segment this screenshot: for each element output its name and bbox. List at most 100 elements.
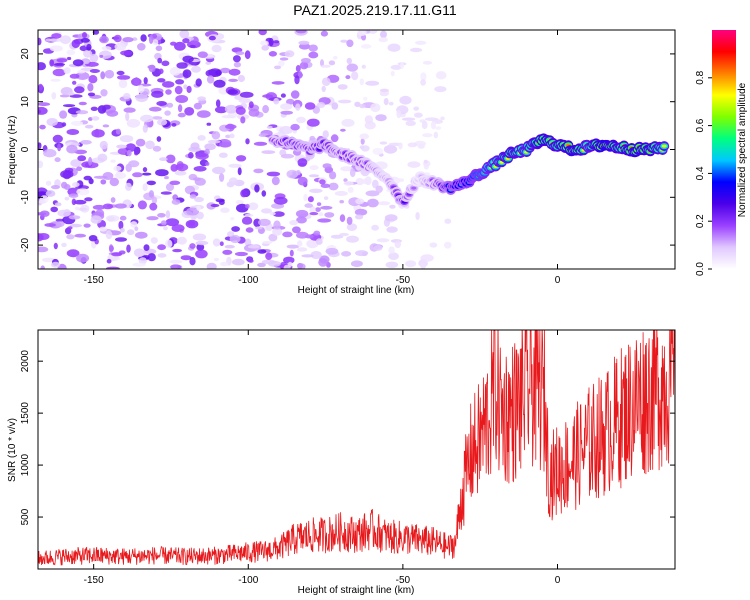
spectrogram-cell bbox=[334, 191, 348, 196]
spectrogram-cell bbox=[82, 31, 87, 39]
spectrogram-cell bbox=[133, 77, 139, 86]
spectrogram-cell bbox=[284, 50, 295, 58]
spectrogram-cell bbox=[339, 232, 349, 237]
spectrogram-cell bbox=[148, 64, 156, 73]
spectrogram-cell bbox=[87, 83, 94, 92]
spectrogram-cell bbox=[84, 197, 93, 202]
spectrogram-cell bbox=[189, 194, 197, 199]
colorbar: 0.0 0.2 0.4 0.6 0.8 Normalized spectral ampl… bbox=[695, 30, 748, 276]
spectrogram-cell bbox=[165, 183, 175, 192]
spectrogram-cell bbox=[50, 206, 58, 213]
spectrogram-cell bbox=[73, 199, 87, 205]
spectrogram-cell bbox=[315, 207, 321, 213]
spectrogram-cell bbox=[99, 54, 104, 58]
spectrogram-cell bbox=[420, 79, 426, 86]
spectrogram-cell bbox=[193, 166, 207, 172]
spectrogram-cell bbox=[247, 259, 254, 263]
snr-y-label: SNR (10 * v/v) bbox=[7, 418, 18, 482]
spectrogram-cell bbox=[388, 252, 399, 260]
spectrogram-cell bbox=[76, 166, 83, 171]
spectrogram-cell bbox=[313, 230, 321, 236]
spectrogram-cell bbox=[435, 126, 442, 130]
y-tick-label: 20 bbox=[20, 48, 31, 60]
spectrogram-cell bbox=[101, 46, 112, 51]
spectrogram-cell bbox=[328, 182, 339, 191]
spectrogram-cell bbox=[197, 135, 206, 141]
colorbar-tick-label: 0.2 bbox=[695, 214, 706, 228]
spectrogram-cell bbox=[166, 102, 174, 108]
spectrogram-cell bbox=[113, 34, 122, 43]
spectrogram-cell bbox=[51, 261, 61, 268]
spectrogram-cell bbox=[299, 61, 309, 70]
spectrogram-cell bbox=[60, 170, 74, 179]
spectrogram-cell bbox=[148, 190, 154, 198]
spectrogram-cell bbox=[114, 172, 127, 180]
spectrogram-cell bbox=[88, 117, 93, 121]
spectrogram-cell bbox=[363, 96, 368, 101]
spectrogram-cell bbox=[421, 120, 428, 130]
spectrogram-cell bbox=[169, 259, 183, 264]
spectrogram-cell bbox=[398, 142, 403, 150]
spectrogram-cell bbox=[76, 188, 90, 196]
spectrogram-cell bbox=[355, 214, 364, 220]
spectrogram-cell bbox=[123, 93, 131, 100]
spectrogram-cell bbox=[231, 258, 245, 266]
spectrogram-ridge-core bbox=[661, 144, 667, 148]
spectrogram-cell bbox=[220, 261, 229, 267]
spectrogram-cell bbox=[76, 253, 90, 263]
spectrogram-cell bbox=[99, 35, 109, 44]
spectrogram-cell bbox=[325, 247, 339, 255]
spectrogram-cell bbox=[279, 57, 289, 61]
spectrogram-cell bbox=[175, 79, 185, 85]
spectrogram-cell bbox=[69, 223, 83, 228]
spectrogram-cell bbox=[269, 211, 276, 216]
spectrogram-cell bbox=[164, 110, 171, 116]
spectrogram-cell bbox=[260, 40, 269, 46]
spectrogram-cell bbox=[413, 106, 420, 111]
page-title: PAZ1.2025.219.17.11.G11 bbox=[293, 2, 457, 18]
spectrogram-cell bbox=[273, 196, 288, 205]
spectrogram-cell bbox=[213, 79, 226, 88]
spectrogram-cell bbox=[99, 226, 107, 232]
spectrogram-cell bbox=[182, 38, 190, 44]
spectrogram-cell bbox=[318, 258, 328, 267]
spectrogram-cell bbox=[165, 89, 172, 95]
spectrogram-cell bbox=[320, 205, 333, 210]
spectrogram-cell bbox=[218, 86, 229, 95]
spectrogram-cell bbox=[151, 90, 164, 98]
spectrogram-cell bbox=[68, 193, 79, 198]
spectrogram-cell bbox=[295, 209, 309, 218]
spectrogram-cell bbox=[119, 135, 134, 143]
spectrogram-cell bbox=[116, 70, 125, 76]
spectrogram-cell bbox=[219, 141, 232, 148]
spectrogram-cell bbox=[170, 264, 182, 269]
spectrogram-cell bbox=[156, 136, 162, 142]
spectrogram-cell bbox=[361, 44, 372, 49]
spectrogram-cell bbox=[271, 81, 285, 85]
spectrogram-cell bbox=[162, 81, 175, 88]
spectrogram-cell bbox=[262, 94, 274, 98]
spectrogram-cell bbox=[169, 180, 181, 185]
spectrogram-cell bbox=[235, 51, 245, 56]
spectrogram-cell bbox=[54, 202, 62, 207]
spectrogram-cell bbox=[63, 104, 76, 108]
spectrogram-cell bbox=[51, 185, 60, 190]
spectrogram-cell bbox=[239, 91, 254, 98]
spectrogram-cell bbox=[407, 161, 421, 168]
spectrogram-cell bbox=[61, 122, 67, 127]
spectrogram-cell bbox=[228, 78, 239, 82]
spectrogram-cell bbox=[339, 214, 346, 223]
spectrogram-cell bbox=[45, 38, 52, 42]
spectrogram-cell bbox=[235, 199, 244, 205]
spectrogram-cell bbox=[287, 261, 293, 268]
spectrogram-cell bbox=[286, 169, 299, 179]
spectrogram-cell bbox=[157, 244, 167, 251]
spectrogram-cell bbox=[92, 30, 100, 35]
spectrogram-cell bbox=[86, 43, 92, 51]
spectrogram-cell bbox=[410, 47, 423, 53]
spectrogram-cell bbox=[191, 65, 201, 73]
spectrogram-cell bbox=[77, 69, 86, 74]
spectrogram-cell bbox=[346, 57, 352, 65]
spectrogram-cell bbox=[97, 153, 108, 162]
spectrogram-cell bbox=[123, 107, 136, 113]
